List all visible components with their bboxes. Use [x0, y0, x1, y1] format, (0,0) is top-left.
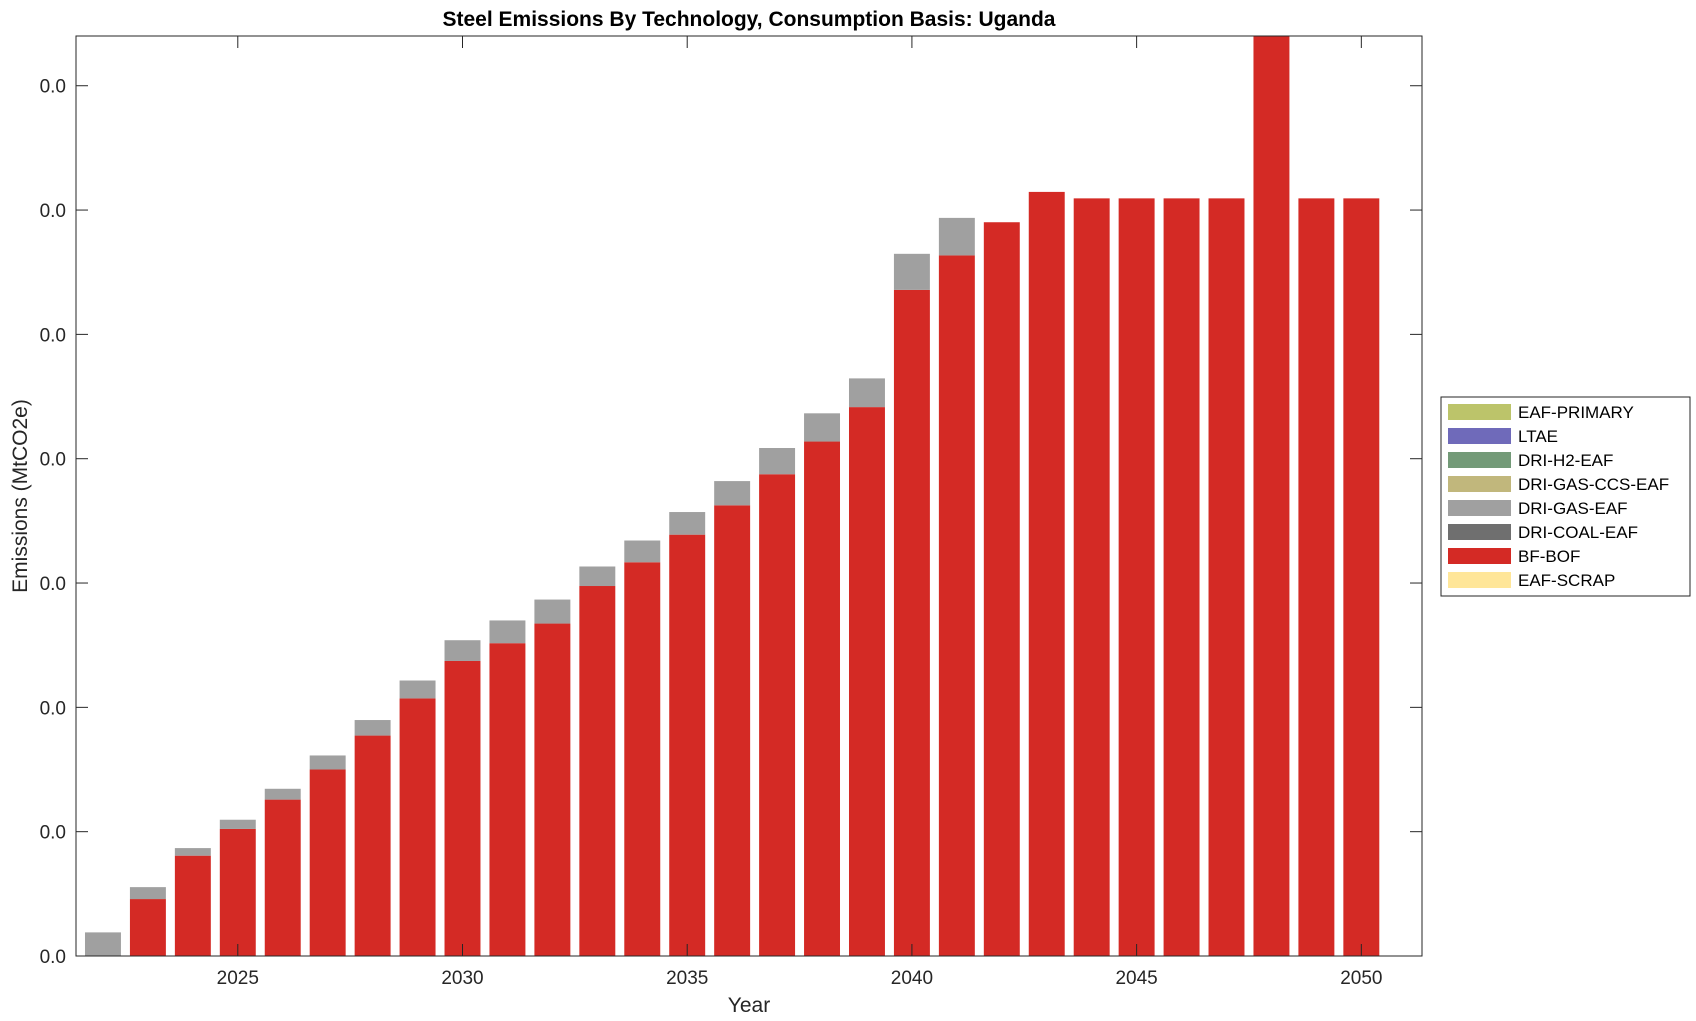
x-tick-label: 2025 [217, 968, 259, 989]
bar-bf-bof-2037 [759, 474, 796, 956]
legend-box [1440, 396, 1691, 597]
legend: EAF-PRIMARY LTAE DRI-H2-EAF DRI-GAS-CCS-EAF… [1440, 396, 1691, 597]
bar-bf-bof-2036 [714, 505, 751, 956]
bar-bf-bof-2029 [399, 698, 436, 956]
bar-bf-bof-2042 [983, 222, 1020, 956]
legend-label-dri-coal-eaf: DRI-COAL-EAF [1518, 523, 1638, 542]
bar-bf-bof-2046 [1163, 198, 1200, 957]
y-tick-label: 0.0 [40, 201, 66, 222]
y-tick-label: 0.0 [40, 698, 66, 719]
legend-swatch-dri-coal-eaf [1448, 524, 1511, 540]
legend-label-eaf-scrap: EAF-SCRAP [1518, 571, 1615, 590]
legend-swatch-ltae [1448, 428, 1511, 444]
bar-bf-bof-2039 [848, 407, 885, 956]
bar-dri-gas-eaf-2036 [714, 481, 751, 506]
x-axis-label: Year [728, 994, 770, 1017]
bar-dri-gas-eaf-2026 [264, 788, 301, 800]
bar-dri-gas-eaf-2022 [84, 932, 121, 956]
bar-bf-bof-2034 [624, 562, 661, 956]
x-tick-label: 2035 [666, 968, 708, 989]
bar-bf-bof-2023 [129, 899, 166, 956]
bar-bf-bof-2035 [669, 534, 706, 956]
bar-bf-bof-2027 [309, 769, 346, 956]
bar-bf-bof-2030 [444, 660, 481, 956]
bar-bf-bof-2043 [1028, 191, 1065, 956]
bar-dri-gas-eaf-2023 [129, 887, 166, 900]
bar-bf-bof-2041 [938, 255, 975, 956]
legend-swatch-eaf-scrap [1448, 572, 1511, 588]
x-tick-label: 2050 [1340, 968, 1382, 989]
bar-bf-bof-2031 [489, 643, 526, 956]
bar-bf-bof-2026 [264, 799, 301, 956]
legend-swatch-dri-gas-ccs-eaf [1448, 476, 1511, 492]
legend-swatch-bf-bof [1448, 548, 1511, 564]
bar-bf-bof-2044 [1073, 198, 1110, 957]
legend-label-dri-gas-ccs-eaf: DRI-GAS-CCS-EAF [1518, 475, 1669, 494]
bar-dri-gas-eaf-2037 [759, 448, 796, 475]
y-tick-label: 0.0 [40, 325, 66, 346]
legend-label-eaf-primary: EAF-PRIMARY [1518, 403, 1634, 422]
bar-layer [84, 36, 1380, 957]
bar-dri-gas-eaf-2030 [444, 640, 481, 661]
y-tick-label: 0.0 [40, 450, 66, 471]
bar-dri-gas-eaf-2025 [219, 819, 256, 829]
bar-bf-bof-2047 [1208, 198, 1245, 957]
legend-swatch-dri-h2-eaf [1448, 452, 1511, 468]
bar-bf-bof-2048 [1253, 36, 1290, 956]
chart-title: Steel Emissions By Technology, Consumpti… [443, 8, 1056, 31]
bar-dri-gas-eaf-2033 [579, 566, 616, 587]
bar-dri-gas-eaf-2035 [669, 512, 706, 535]
y-tick-label: 0.0 [40, 574, 66, 595]
bar-bf-bof-2033 [579, 586, 616, 956]
bar-dri-gas-eaf-2039 [848, 378, 885, 408]
bar-bf-bof-2040 [893, 289, 930, 957]
x-tick-label: 2040 [891, 968, 933, 989]
legend-label-ltae: LTAE [1518, 427, 1558, 446]
bar-dri-gas-eaf-2027 [309, 755, 346, 770]
bar-bf-bof-2024 [174, 855, 211, 956]
tick-layer: 2025 2030 2035 2040 2045 2050 0.0 0.0 0.0 0.0 0.0 0… [40, 36, 1422, 989]
legend-label-bf-bof: BF-BOF [1518, 547, 1580, 566]
y-tick-label: 0.0 [40, 947, 66, 968]
x-tick-label: 2030 [441, 968, 483, 989]
plot-frame [75, 35, 1423, 957]
legend-label-dri-gas-eaf: DRI-GAS-EAF [1518, 499, 1628, 518]
bar-bf-bof-2025 [219, 828, 256, 956]
legend-label-dri-h2-eaf: DRI-H2-EAF [1518, 451, 1613, 470]
bar-dri-gas-eaf-2041 [938, 217, 975, 256]
bar-dri-gas-eaf-2029 [399, 680, 436, 699]
x-tick-label: 2045 [1115, 968, 1157, 989]
bar-bf-bof-2038 [804, 441, 841, 956]
bar-bf-bof-2045 [1118, 198, 1155, 957]
bar-dri-gas-eaf-2031 [489, 620, 526, 644]
bar-dri-gas-eaf-2032 [534, 599, 571, 624]
y-tick-label: 0.0 [40, 77, 66, 98]
bar-bf-bof-2050 [1343, 198, 1380, 957]
legend-swatch-dri-gas-eaf [1448, 500, 1511, 516]
bar-bf-bof-2049 [1298, 198, 1335, 957]
legend-swatch-eaf-primary [1448, 404, 1511, 420]
bar-dri-gas-eaf-2028 [354, 720, 391, 736]
y-axis-label: Emissions (MtCO2e) [9, 399, 32, 593]
bar-dri-gas-eaf-2040 [893, 253, 930, 290]
bar-bf-bof-2028 [354, 735, 391, 956]
bar-dri-gas-eaf-2038 [804, 413, 841, 442]
bar-dri-gas-eaf-2024 [174, 848, 211, 856]
y-tick-label: 0.0 [40, 823, 66, 844]
bar-dri-gas-eaf-2034 [624, 540, 661, 563]
bar-bf-bof-2032 [534, 623, 571, 956]
